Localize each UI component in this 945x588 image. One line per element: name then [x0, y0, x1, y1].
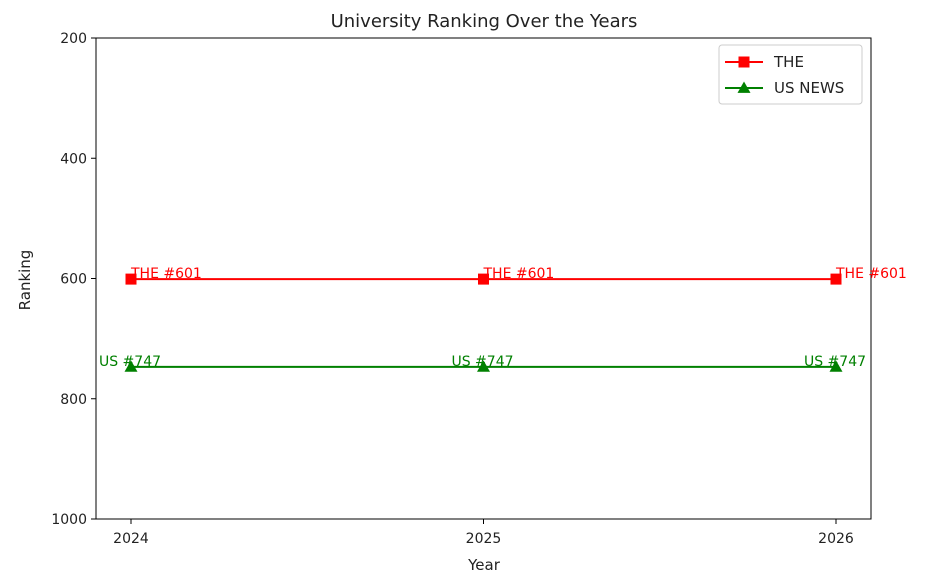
- y-tick-label: 800: [60, 392, 87, 408]
- y-tick-label: 200: [60, 31, 87, 47]
- x-axis: 2024 2025 2026: [113, 519, 854, 547]
- data-label-the: THE #601: [483, 266, 555, 282]
- x-axis-label: Year: [467, 556, 501, 574]
- legend: THE US NEWS: [718, 44, 863, 105]
- legend-label-us-news: US NEWS: [774, 79, 844, 97]
- chart-title: University Ranking Over the Years: [331, 11, 638, 32]
- data-point-the: [478, 273, 489, 285]
- data-point-us-news: [124, 360, 138, 372]
- data-label-the: THE #601: [130, 266, 202, 282]
- y-axis-label: Ranking: [16, 250, 34, 311]
- legend-label-the: THE: [773, 53, 804, 71]
- data-point-us-news: [829, 360, 843, 372]
- legend-marker-us-news: [737, 81, 751, 93]
- y-tick-label: 400: [60, 151, 87, 167]
- data-labels-layer: THE #601 THE #601 THE #601 US #747 US #747 US…: [99, 266, 907, 370]
- data-point-the: [125, 273, 137, 285]
- x-tick-label: 2026: [818, 531, 854, 547]
- x-tick-label: 2024: [113, 531, 149, 547]
- data-label-us-news: US #747: [99, 354, 161, 370]
- data-point-us-news: [477, 360, 490, 372]
- data-label-us-news: US #747: [451, 354, 513, 370]
- x-tick-label: 2025: [466, 531, 502, 547]
- legend-marker-the: [738, 56, 750, 68]
- data-label-us-news: US #747: [804, 354, 866, 370]
- series-layer: [124, 273, 843, 372]
- y-tick-label: 600: [60, 272, 87, 288]
- data-point-the: [830, 273, 842, 285]
- y-axis: 200 400 600 800 1000: [51, 31, 96, 528]
- legend-entries: THE US NEWS: [725, 53, 844, 97]
- legend-box: [718, 44, 863, 105]
- y-tick-label: 1000: [51, 512, 87, 528]
- data-label-the: THE #601: [835, 266, 907, 282]
